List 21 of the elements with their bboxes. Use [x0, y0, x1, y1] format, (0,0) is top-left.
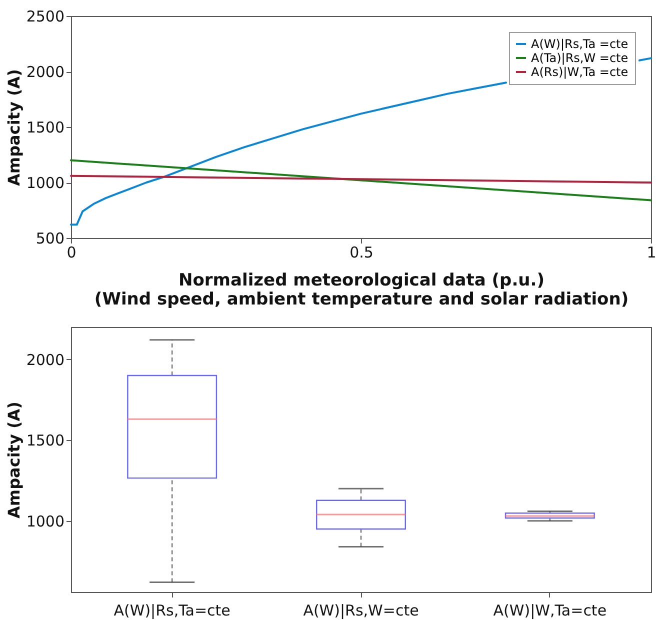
x-tick-label: 0 [66, 244, 76, 262]
x-tick-label: A(W)|Rs,Ta=cte [114, 602, 230, 620]
x-tick-label: 0.5 [350, 244, 374, 262]
y-tick-label: 1500 [26, 118, 64, 136]
text: (Wind speed, ambient temperature and solar radiation) [94, 290, 629, 310]
y-tick-label: 2500 [26, 8, 64, 26]
y-tick-label: 1000 [26, 174, 64, 192]
text: Normalized meteorological data (p.u.) [178, 270, 544, 290]
y-tick-label: 500 [36, 230, 64, 248]
y-tick-label: 2000 [26, 63, 64, 81]
y-tick-label: 1000 [26, 512, 64, 530]
legend-label: A(Ta)|Rs,W =cte [531, 51, 628, 65]
y-axis-title: Ampacity (A) [4, 402, 24, 518]
x-tick-label: 1 [646, 244, 656, 262]
y-tick-label: 1500 [26, 432, 64, 450]
legend-label: A(W)|Rs,Ta =cte [531, 37, 628, 51]
y-tick-label: 2000 [26, 350, 64, 369]
x-tick-label: A(W)|W,Ta=cte [493, 602, 607, 620]
x-tick-label: A(W)|Rs,W=cte [303, 602, 419, 620]
y-axis-title: Ampacity (A) [4, 69, 24, 186]
legend-label: A(Rs)|W,Ta =cte [531, 65, 628, 79]
